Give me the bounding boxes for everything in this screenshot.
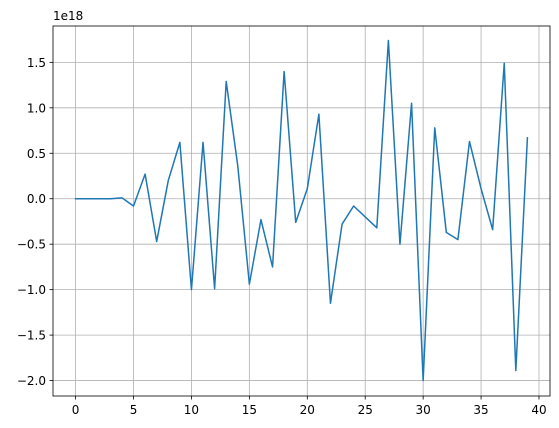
y-offset-label: 1e18 <box>53 9 83 23</box>
plot-area <box>53 26 550 396</box>
x-tick-label: 5 <box>130 403 138 417</box>
y-tick-label: 0.0 <box>27 192 46 206</box>
series-group <box>74 39 529 382</box>
y-tick-label: −1.5 <box>17 329 46 343</box>
x-tick-label: 20 <box>300 403 315 417</box>
series-line <box>74 39 529 382</box>
grid <box>53 26 550 396</box>
y-tick-label: 1.5 <box>27 56 46 70</box>
x-tick-label: 0 <box>72 403 80 417</box>
x-tick-label: 40 <box>531 403 546 417</box>
x-tick-label: 30 <box>416 403 431 417</box>
x-tick-label: 35 <box>473 403 488 417</box>
y-tick-label: 0.5 <box>27 147 46 161</box>
x-tick-label: 15 <box>242 403 257 417</box>
x-tick-label: 10 <box>184 403 199 417</box>
y-tick-label: 1.0 <box>27 101 46 115</box>
x-tick-label: 25 <box>358 403 373 417</box>
y-tick-label: −2.0 <box>17 374 46 388</box>
y-tick-label: −0.5 <box>17 238 46 252</box>
x-axis: 0 5 10 15 20 25 30 35 40 <box>72 396 547 417</box>
y-tick-label: −1.0 <box>17 283 46 297</box>
y-axis: −2.0 −1.5 −1.0 −0.5 0.0 0.5 1.0 1.5 <box>17 56 53 388</box>
axes-frame <box>52 25 551 397</box>
